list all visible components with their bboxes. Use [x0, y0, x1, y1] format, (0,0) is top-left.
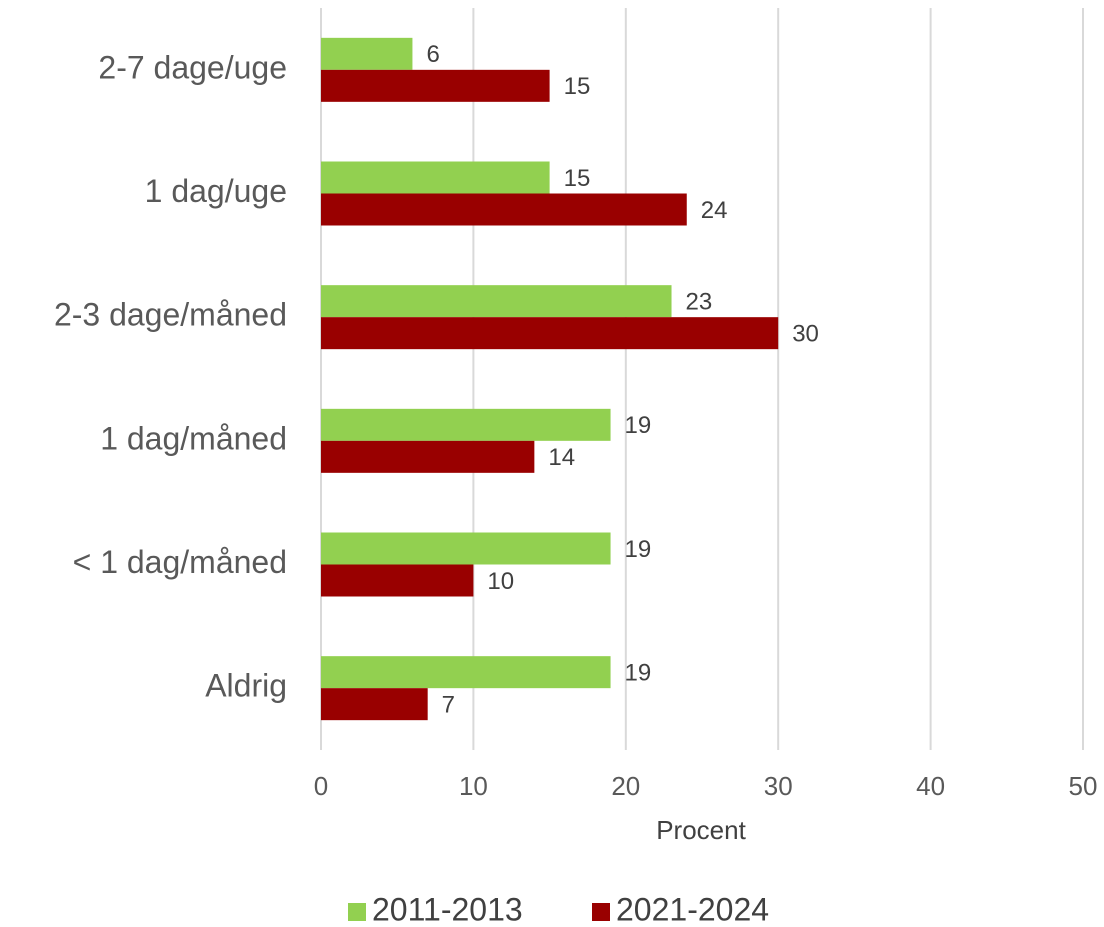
data-label: 24: [701, 197, 728, 224]
bar: [321, 688, 428, 721]
bar: [321, 408, 611, 441]
bar: [321, 656, 611, 689]
data-label: 6: [426, 41, 439, 68]
y-tick-label: 1 dag/måned: [100, 420, 287, 456]
x-tick-label: 10: [459, 771, 488, 801]
data-label: 14: [548, 444, 575, 471]
data-label: 7: [442, 692, 455, 719]
x-tick-label: 30: [764, 771, 793, 801]
x-axis-label: Procent: [656, 815, 746, 845]
x-tick-label: 50: [1069, 771, 1098, 801]
y-tick-label: 1 dag/uge: [145, 173, 287, 209]
y-tick-label: Aldrig: [205, 668, 287, 704]
y-tick-label: 2-7 dage/uge: [98, 49, 287, 85]
bar: [321, 440, 535, 473]
x-tick-label: 0: [314, 771, 328, 801]
legend-swatch: [592, 903, 610, 921]
bar: [321, 564, 474, 597]
data-label: 30: [792, 321, 819, 348]
data-label: 10: [487, 568, 514, 595]
bar: [321, 532, 611, 565]
bar: [321, 69, 550, 102]
data-label: 15: [564, 73, 591, 100]
legend-swatch: [348, 903, 366, 921]
data-label: 19: [625, 660, 652, 687]
bar: [321, 37, 413, 70]
bar: [321, 161, 550, 194]
data-label: 19: [625, 412, 652, 439]
x-tick-label: 20: [611, 771, 640, 801]
y-tick-label: 2-3 dage/måned: [54, 297, 287, 333]
data-label: 19: [625, 536, 652, 563]
data-label: 15: [564, 165, 591, 192]
legend-label: 2011-2013: [372, 891, 523, 927]
legend-label: 2021-2024: [616, 891, 769, 927]
bar: [321, 193, 687, 226]
bar: [321, 317, 779, 350]
data-label: 23: [686, 289, 713, 316]
bar: [321, 285, 672, 318]
x-tick-label: 40: [916, 771, 945, 801]
y-tick-label: < 1 dag/måned: [73, 544, 287, 580]
